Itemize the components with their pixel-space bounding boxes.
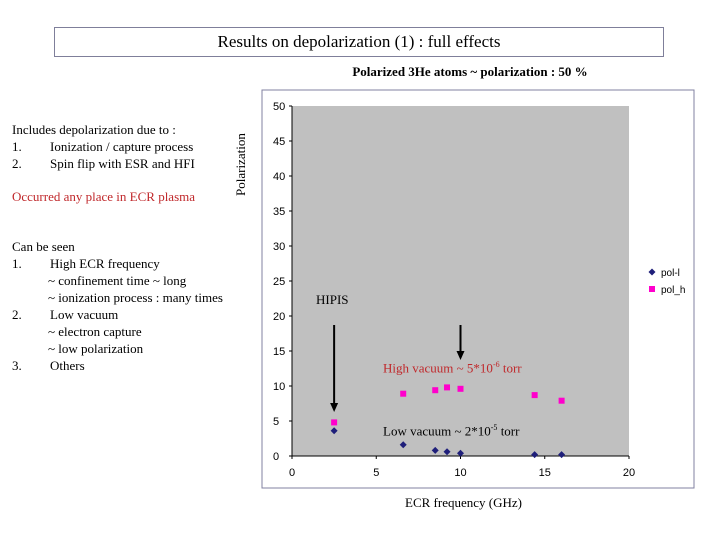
y-tick-label-25: 25 — [273, 276, 285, 288]
seen-item-1-num: 1. — [12, 256, 22, 271]
point-pol_h-0 — [331, 419, 338, 426]
x-tick-label-10: 10 — [454, 467, 466, 479]
includes-item-2: 2. Spin flip with ESR and HFI — [12, 155, 195, 172]
y-axis-label: Polarization — [233, 133, 248, 196]
arrow-low-vacuum-head — [330, 403, 339, 412]
legend-label-pol-l: pol-l — [661, 268, 680, 279]
y-tick-label-35: 35 — [273, 206, 285, 218]
point-pol-l-5 — [531, 451, 539, 459]
low-vacuum-unit: torr — [497, 423, 520, 439]
legend-marker-pol_h — [649, 286, 655, 292]
hipis-label: HIPIS — [316, 292, 349, 307]
seen-item-3-text: Others — [50, 358, 85, 373]
includes-item-2-num: 2. — [12, 156, 22, 171]
legend-label-pol_h: pol_h — [661, 285, 685, 296]
x-axis-label: ECR frequency (GHz) — [405, 495, 522, 510]
y-tick-label-5: 5 — [273, 416, 279, 428]
occurred-text: Occurred any place in ECR plasma — [12, 189, 196, 204]
point-pol_h-4 — [457, 385, 464, 392]
point-pol_h-5 — [531, 392, 538, 399]
high-vacuum-label: High vacuum ~ 5*10-6 torr — [383, 360, 522, 376]
low-vacuum-exp: -5 — [490, 423, 498, 432]
point-pol_h-6 — [558, 397, 565, 404]
includes-item-2-text: Spin flip with ESR and HFI — [50, 156, 195, 171]
seen-item-2-text: Low vacuum — [50, 307, 119, 322]
y-tick-label-30: 30 — [273, 241, 285, 253]
point-pol_h-1 — [400, 390, 407, 397]
x-tick-label-5: 5 — [373, 467, 379, 479]
slide-subtitle: Polarized 3He atoms ~ polarization : 50 … — [352, 64, 588, 79]
high-vacuum-prefix: High vacuum ~ 5*10 — [383, 360, 493, 376]
seen-item-2-num: 2. — [12, 307, 22, 322]
includes-item-1-num: 1. — [12, 139, 22, 154]
includes-heading: Includes depolarization due to : — [12, 122, 176, 137]
point-pol-l-0 — [330, 427, 338, 435]
seen-item-1-sub-1: ~ confinement time ~ long — [48, 273, 187, 288]
point-pol-l-3 — [443, 448, 451, 456]
point-pol-l-2 — [431, 446, 439, 454]
point-pol-l-1 — [399, 441, 407, 449]
seen-item-2: 2. Low vacuum — [12, 306, 223, 323]
includes-block: Includes depolarization due to : 1. Ioni… — [12, 121, 195, 172]
high-vacuum-unit: torr — [499, 360, 522, 376]
y-tick-label-40: 40 — [273, 171, 285, 183]
low-vacuum-prefix: Low vacuum ~ 2*10 — [383, 423, 491, 439]
y-tick-label-45: 45 — [273, 136, 285, 148]
legend-marker-pol-l — [648, 268, 656, 276]
y-tick-label-10: 10 — [273, 381, 285, 393]
point-pol-l-4 — [457, 449, 464, 457]
seen-item-1-text: High ECR frequency — [50, 256, 160, 271]
x-tick-label-0: 0 — [289, 467, 295, 479]
slide-title: Results on depolarization (1) : full eff… — [54, 27, 664, 57]
seen-item-1: 1. High ECR frequency — [12, 255, 223, 272]
low-vacuum-label: Low vacuum ~ 2*10-5 torr — [383, 423, 519, 439]
y-tick-label-20: 20 — [273, 311, 285, 323]
seen-heading: Can be seen — [12, 239, 75, 254]
seen-item-2-sub-2: ~ low polarization — [48, 341, 144, 356]
high-vacuum-exp: -6 — [492, 360, 500, 369]
includes-item-1: 1. Ionization / capture process — [12, 138, 195, 155]
seen-item-3: 3. Others — [12, 357, 223, 374]
x-tick-label-15: 15 — [539, 467, 551, 479]
seen-item-3-num: 3. — [12, 358, 22, 373]
point-pol-l-6 — [558, 451, 566, 459]
seen-item-1-sub-2: ~ ionization process : many times — [48, 290, 223, 305]
includes-item-1-text: Ionization / capture process — [50, 139, 194, 154]
seen-block: Can be seen 1. High ECR frequency ~ conf… — [12, 238, 223, 374]
arrow-high-vacuum-head — [456, 351, 465, 360]
y-tick-label-15: 15 — [273, 346, 285, 358]
point-pol_h-3 — [444, 384, 451, 391]
point-pol_h-2 — [432, 387, 439, 394]
plot-area — [292, 106, 629, 456]
y-tick-label-0: 0 — [273, 451, 279, 463]
x-tick-label-20: 20 — [623, 467, 635, 479]
y-tick-label-50: 50 — [273, 101, 285, 113]
seen-item-2-sub-1: ~ electron capture — [48, 324, 142, 339]
